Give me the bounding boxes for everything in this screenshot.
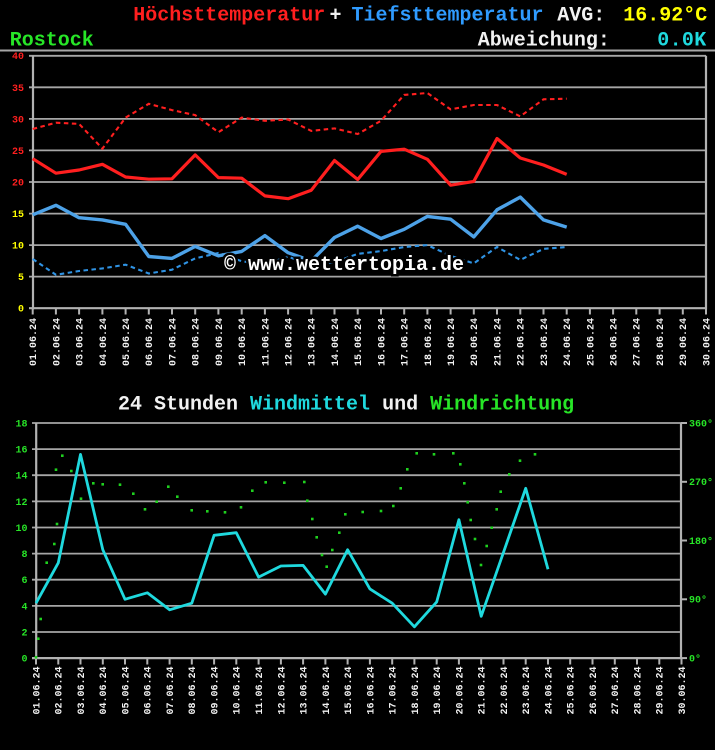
- svg-text:24.06.24: 24.06.24: [544, 666, 555, 714]
- svg-text:30.06.24: 30.06.24: [702, 318, 713, 366]
- svg-text:360°: 360°: [689, 418, 713, 430]
- svg-text:40: 40: [12, 52, 24, 63]
- svg-text:© www.wettertopia.de: © www.wettertopia.de: [224, 254, 464, 277]
- svg-text:17.06.24: 17.06.24: [401, 318, 412, 366]
- svg-text:04.06.24: 04.06.24: [99, 666, 110, 714]
- svg-text:25.06.24: 25.06.24: [586, 318, 597, 366]
- svg-text:21.06.24: 21.06.24: [493, 318, 504, 366]
- svg-text:06.06.24: 06.06.24: [145, 318, 156, 366]
- svg-text:02.06.24: 02.06.24: [52, 318, 63, 366]
- svg-text:20.06.24: 20.06.24: [455, 666, 466, 714]
- svg-text:90°: 90°: [689, 595, 707, 607]
- svg-text:11.06.24: 11.06.24: [261, 318, 272, 366]
- svg-text:22.06.24: 22.06.24: [517, 318, 528, 366]
- svg-text:0: 0: [18, 305, 24, 316]
- svg-text:09.06.24: 09.06.24: [215, 318, 226, 366]
- svg-text:14.06.24: 14.06.24: [331, 318, 342, 366]
- svg-text:22.06.24: 22.06.24: [500, 666, 511, 714]
- svg-text:24 Stunden Windmittel und Wind: 24 Stunden Windmittel und Windrichtung: [118, 394, 574, 417]
- svg-text:16.92°C: 16.92°C: [623, 5, 707, 28]
- svg-text:15: 15: [12, 210, 24, 221]
- svg-text:12: 12: [15, 498, 27, 509]
- svg-text:15.06.24: 15.06.24: [354, 318, 365, 366]
- svg-text:07.06.24: 07.06.24: [168, 318, 179, 366]
- svg-text:21.06.24: 21.06.24: [478, 666, 489, 714]
- svg-text:4: 4: [21, 602, 27, 613]
- svg-text:05.06.24: 05.06.24: [121, 666, 132, 714]
- svg-text:08.06.24: 08.06.24: [192, 318, 203, 366]
- svg-text:09.06.24: 09.06.24: [211, 666, 222, 714]
- svg-text:5: 5: [18, 273, 24, 284]
- svg-text:18: 18: [15, 419, 27, 430]
- svg-text:23.06.24: 23.06.24: [540, 318, 551, 366]
- svg-text:20.06.24: 20.06.24: [470, 318, 481, 366]
- svg-text:28.06.24: 28.06.24: [633, 666, 644, 714]
- svg-text:20: 20: [12, 178, 24, 189]
- svg-text:23.06.24: 23.06.24: [522, 666, 533, 714]
- svg-text:28.06.24: 28.06.24: [656, 318, 667, 366]
- svg-text:30: 30: [12, 115, 24, 126]
- svg-text:27.06.24: 27.06.24: [633, 318, 644, 366]
- svg-text:Abweichung:: Abweichung:: [478, 30, 610, 53]
- svg-text:14: 14: [15, 472, 27, 483]
- svg-text:03.06.24: 03.06.24: [76, 318, 87, 366]
- svg-text:10: 10: [12, 242, 24, 253]
- svg-text:Rostock: Rostock: [10, 30, 94, 53]
- svg-text:27.06.24: 27.06.24: [611, 666, 622, 714]
- svg-text:10.06.24: 10.06.24: [233, 666, 244, 714]
- svg-text:2: 2: [21, 628, 27, 639]
- svg-text:13.06.24: 13.06.24: [300, 666, 311, 714]
- svg-text:08.06.24: 08.06.24: [188, 666, 199, 714]
- svg-text:0°: 0°: [689, 654, 701, 666]
- svg-text:29.06.24: 29.06.24: [656, 666, 667, 714]
- svg-text:180°: 180°: [689, 536, 713, 548]
- svg-text:270°: 270°: [689, 477, 713, 489]
- svg-text:Höchsttemperatur: Höchsttemperatur: [133, 5, 325, 28]
- svg-text:29.06.24: 29.06.24: [679, 318, 690, 366]
- svg-text:19.06.24: 19.06.24: [433, 666, 444, 714]
- svg-text:06.06.24: 06.06.24: [144, 666, 155, 714]
- svg-text:18.06.24: 18.06.24: [411, 666, 422, 714]
- svg-text:+: +: [330, 5, 342, 28]
- svg-text:10: 10: [15, 524, 27, 535]
- svg-text:16.06.24: 16.06.24: [377, 318, 388, 366]
- svg-text:15.06.24: 15.06.24: [344, 666, 355, 714]
- svg-text:12.06.24: 12.06.24: [285, 318, 296, 366]
- svg-text:25: 25: [12, 147, 24, 158]
- svg-text:01.06.24: 01.06.24: [32, 666, 43, 714]
- svg-text:0: 0: [21, 655, 27, 666]
- svg-text:13.06.24: 13.06.24: [308, 318, 319, 366]
- svg-text:35: 35: [12, 84, 24, 95]
- svg-text:07.06.24: 07.06.24: [166, 666, 177, 714]
- svg-text:10.06.24: 10.06.24: [238, 318, 249, 366]
- svg-text:26.06.24: 26.06.24: [589, 666, 600, 714]
- svg-text:18.06.24: 18.06.24: [424, 318, 435, 366]
- svg-text:01.06.24: 01.06.24: [29, 318, 40, 366]
- svg-text:0.0K: 0.0K: [657, 30, 706, 53]
- svg-text:25.06.24: 25.06.24: [567, 666, 578, 714]
- svg-text:14.06.24: 14.06.24: [322, 666, 333, 714]
- svg-text:6: 6: [21, 576, 27, 587]
- svg-text:11.06.24: 11.06.24: [255, 666, 266, 714]
- svg-text:AVG:: AVG:: [557, 5, 605, 28]
- svg-text:04.06.24: 04.06.24: [99, 318, 110, 366]
- svg-text:12.06.24: 12.06.24: [277, 666, 288, 714]
- svg-text:30.06.24: 30.06.24: [678, 666, 689, 714]
- svg-text:03.06.24: 03.06.24: [77, 666, 88, 714]
- svg-text:Tiefsttemperatur: Tiefsttemperatur: [352, 5, 544, 28]
- svg-text:17.06.24: 17.06.24: [389, 666, 400, 714]
- svg-text:24.06.24: 24.06.24: [563, 318, 574, 366]
- svg-text:02.06.24: 02.06.24: [55, 666, 66, 714]
- svg-text:05.06.24: 05.06.24: [122, 318, 133, 366]
- svg-text:8: 8: [21, 550, 27, 561]
- svg-text:26.06.24: 26.06.24: [610, 318, 621, 366]
- svg-text:16.06.24: 16.06.24: [366, 666, 377, 714]
- svg-text:19.06.24: 19.06.24: [447, 318, 458, 366]
- svg-text:16: 16: [15, 446, 27, 457]
